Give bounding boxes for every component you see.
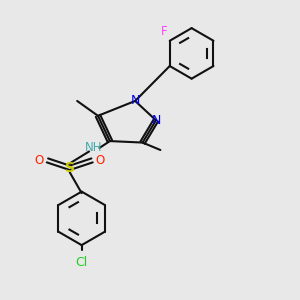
Text: O: O xyxy=(34,154,44,167)
Text: O: O xyxy=(96,154,105,167)
Text: N: N xyxy=(151,114,160,127)
Text: NH: NH xyxy=(85,140,102,154)
Text: N: N xyxy=(130,94,140,107)
Text: F: F xyxy=(161,26,167,38)
Text: S: S xyxy=(65,161,75,175)
Text: Cl: Cl xyxy=(76,256,88,269)
